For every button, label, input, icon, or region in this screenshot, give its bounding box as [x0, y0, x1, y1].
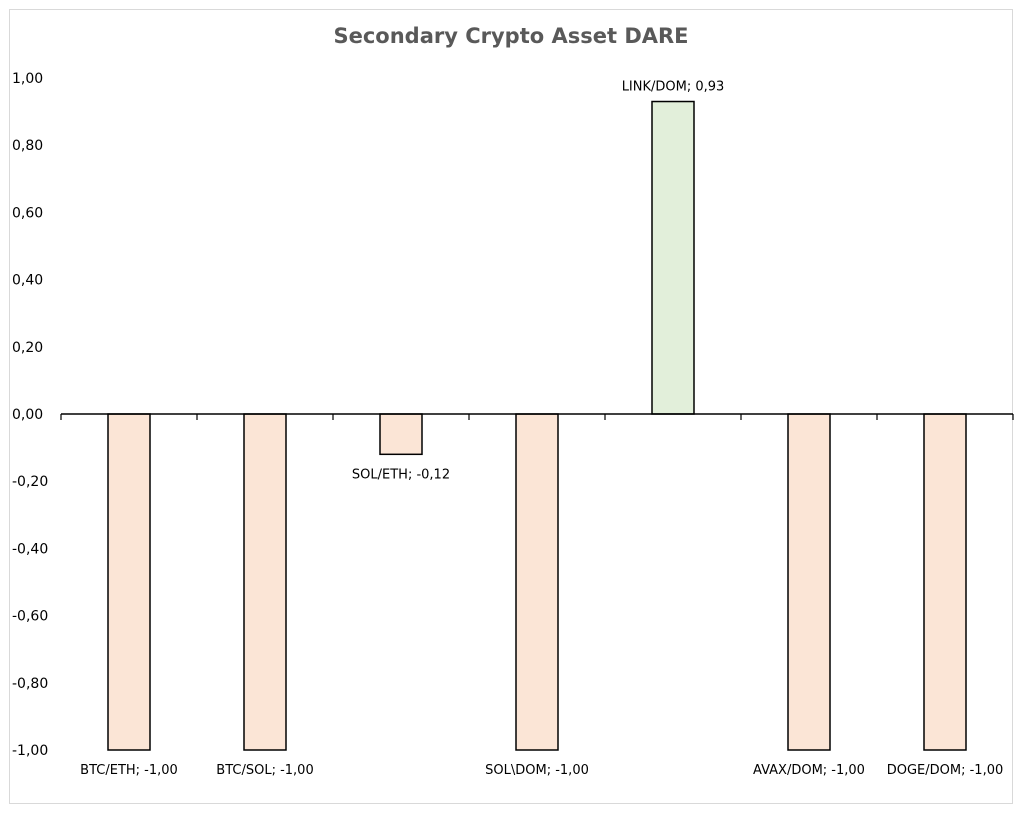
data-label: AVAX/DOM; -1,00 — [753, 763, 865, 778]
bar-sol-eth — [379, 413, 423, 456]
y-tick-label: -0,20 — [12, 474, 48, 490]
y-tick-label: 0,60 — [12, 205, 43, 221]
data-label: LINK/DOM; 0,93 — [622, 80, 725, 95]
bar-avax-dom — [787, 413, 831, 751]
y-tick-label: 0,20 — [12, 340, 43, 356]
y-tick-label: -0,60 — [12, 609, 48, 625]
bar-btc-sol — [243, 413, 287, 751]
y-tick-label: -0,80 — [12, 676, 48, 692]
bar-btc-eth — [107, 413, 151, 751]
y-tick-label: 0,80 — [12, 138, 43, 154]
chart-title: Secondary Crypto Asset DARE — [333, 24, 689, 48]
data-label: BTC/SOL; -1,00 — [216, 763, 313, 778]
bar-link-dom — [651, 100, 695, 415]
y-tick-label: -0,40 — [12, 541, 48, 557]
data-label: SOL/ETH; -0,12 — [352, 467, 450, 482]
y-tick-label: 1,00 — [12, 71, 43, 87]
bar-sol-dom — [515, 413, 559, 751]
y-tick-label: 0,40 — [12, 273, 43, 289]
chart-area — [9, 9, 1013, 804]
data-label: SOL\DOM; -1,00 — [485, 763, 589, 778]
bar-doge-dom — [923, 413, 967, 751]
data-label: BTC/ETH; -1,00 — [80, 763, 178, 778]
y-tick-label: -1,00 — [12, 743, 48, 759]
data-label: DOGE/DOM; -1,00 — [887, 763, 1004, 778]
y-tick-label: 0,00 — [12, 407, 43, 423]
